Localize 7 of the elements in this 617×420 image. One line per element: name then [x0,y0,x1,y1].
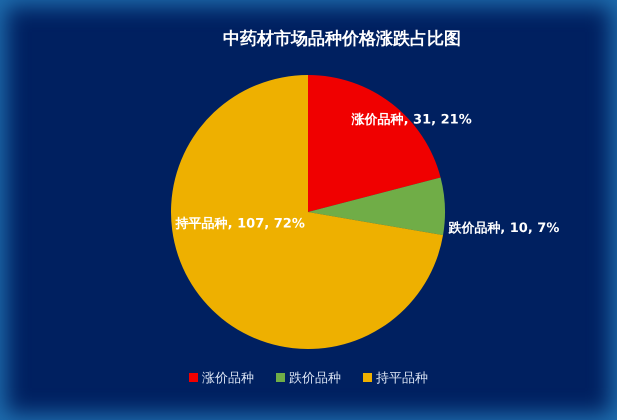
data-label: 涨价品种, 31, 21% [352,112,472,128]
chart-title: 中药材市场品种价格涨跌占比图 [223,29,461,49]
legend-label: 持平品种 [376,371,428,386]
data-label: 持平品种, 107, 72% [176,216,305,232]
legend-label: 跌价品种 [289,371,341,386]
data-label: 跌价品种, 10, 7% [448,221,560,236]
legend-label: 涨价品种 [202,371,254,386]
